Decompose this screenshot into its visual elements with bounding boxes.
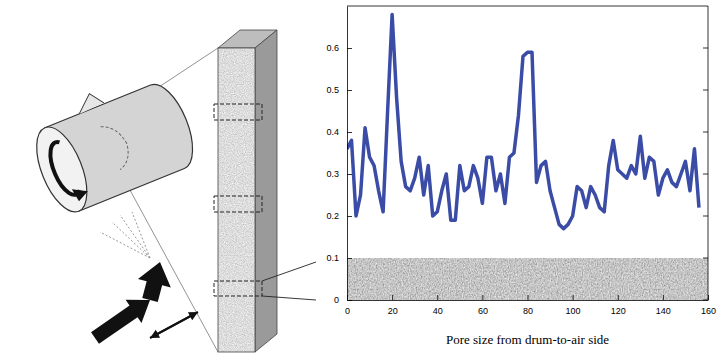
tick-mark xyxy=(663,295,664,300)
tick-mark xyxy=(528,295,529,300)
feed-arrow xyxy=(91,300,150,344)
axis-line xyxy=(347,7,348,301)
up-arrow xyxy=(138,262,171,302)
axis-line xyxy=(348,300,709,301)
connector xyxy=(262,262,316,281)
spray-line xyxy=(132,212,150,258)
drum xyxy=(21,64,203,219)
tick-mark xyxy=(347,132,352,133)
plot-background xyxy=(347,6,708,300)
schematic xyxy=(21,30,316,352)
tick: 0 xyxy=(334,295,352,305)
tick-label: 60 xyxy=(478,306,488,316)
tick-mark xyxy=(703,132,708,133)
tick: 0.2 xyxy=(326,211,352,221)
tick-label: 0.1 xyxy=(326,253,339,263)
tick-mark xyxy=(347,300,352,301)
tick-mark xyxy=(703,216,708,217)
tick-label: 0 xyxy=(334,295,339,305)
tick: 60 xyxy=(478,295,488,316)
tick-mark xyxy=(703,174,708,175)
tick: 80 xyxy=(523,295,533,316)
tick-label: 160 xyxy=(701,306,716,316)
tick: 20 xyxy=(388,295,398,316)
plot-frame xyxy=(347,6,708,300)
drum-sheet xyxy=(74,90,105,114)
tick: 160 xyxy=(701,295,716,316)
tick: 0.1 xyxy=(326,253,352,263)
tick: 0.4 xyxy=(326,127,352,137)
tick-label: 120 xyxy=(611,306,626,316)
tick-mark xyxy=(703,258,708,259)
sample-box xyxy=(214,281,262,296)
tick-label: 80 xyxy=(523,306,533,316)
spray-line xyxy=(100,232,150,258)
sample-box xyxy=(214,196,262,212)
tick-mark xyxy=(347,216,352,217)
tick: 0.5 xyxy=(326,85,352,95)
figure: 0 20 40 60 80 100 120 140 160 0 0.1 0.2 0.3 0.4 0.5 0.6… xyxy=(0,0,728,356)
slab-side xyxy=(255,30,277,352)
y-axis: 0 0.1 0.2 0.3 0.4 0.5 0.6 xyxy=(326,7,352,306)
right-ticks xyxy=(703,48,708,300)
tick-mark xyxy=(392,295,393,300)
tick-mark xyxy=(573,295,574,300)
drum-end xyxy=(26,120,97,218)
figure-canvas: 0 20 40 60 80 100 120 140 160 0 0.1 0.2 0.3 0.4 0.5 0.6… xyxy=(0,0,728,356)
slab-front xyxy=(218,48,255,352)
x-axis: 0 20 40 60 80 100 120 140 160 xyxy=(345,295,716,316)
tick-mark xyxy=(703,90,708,91)
tick: 100 xyxy=(566,295,581,316)
tick: 0.3 xyxy=(326,169,352,179)
spray-line xyxy=(120,215,150,258)
plot-area xyxy=(347,6,708,300)
tick-mark xyxy=(618,295,619,300)
tick-label: 0 xyxy=(345,306,350,316)
spray-line xyxy=(112,222,150,258)
sample-box xyxy=(214,104,262,120)
motion-arrow xyxy=(150,312,198,339)
tick-mark xyxy=(347,174,352,175)
x-axis-title: Pore size from drum-to-air side xyxy=(446,332,609,347)
zoom-line xyxy=(118,168,218,352)
tick-label: 0.6 xyxy=(326,43,339,53)
tick-label: 40 xyxy=(433,306,443,316)
tick-mark xyxy=(437,295,438,300)
tick-label: 0.2 xyxy=(326,211,339,221)
tick-mark xyxy=(708,295,709,300)
drum-region xyxy=(101,120,135,170)
tick-mark xyxy=(347,258,352,259)
slab-front-edge xyxy=(218,48,255,352)
series-line xyxy=(347,14,699,228)
tick: 40 xyxy=(433,295,443,316)
tick-mark xyxy=(703,48,708,49)
tick: 0.6 xyxy=(326,43,352,53)
connector xyxy=(262,296,316,300)
tick-label: 0.5 xyxy=(326,85,339,95)
tick: 120 xyxy=(611,295,626,316)
tick-mark xyxy=(347,48,352,49)
tick-mark xyxy=(482,295,483,300)
tick-label: 0.4 xyxy=(326,127,339,137)
tick-label: 100 xyxy=(566,306,581,316)
rotation-arrowhead xyxy=(72,184,90,202)
motion-arrow xyxy=(150,311,198,338)
tick-mark xyxy=(347,90,352,91)
tick: 140 xyxy=(656,295,671,316)
tick-label: 140 xyxy=(656,306,671,316)
micrograph-strip xyxy=(347,258,708,300)
tick-label: 20 xyxy=(388,306,398,316)
tick-label: 0.3 xyxy=(326,169,339,179)
